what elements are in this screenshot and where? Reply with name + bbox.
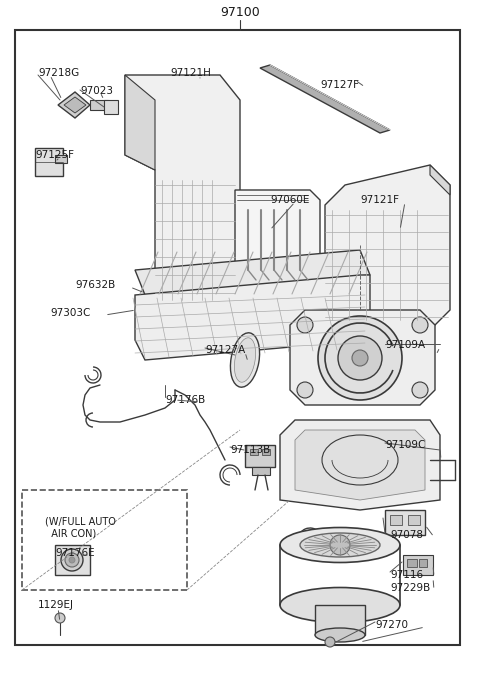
Bar [390,515,402,525]
Circle shape [325,637,335,647]
Text: 97229B: 97229B [390,583,430,593]
Ellipse shape [300,533,380,557]
Ellipse shape [234,338,255,382]
Polygon shape [125,75,240,330]
Polygon shape [125,75,155,170]
Text: 97121F: 97121F [360,195,399,205]
Text: 97303C: 97303C [50,308,90,318]
Polygon shape [135,250,370,295]
Circle shape [297,382,313,398]
Text: 97023: 97023 [80,86,113,96]
Polygon shape [295,430,425,500]
Bar [104,100,118,114]
Polygon shape [430,165,450,195]
Circle shape [338,336,382,380]
Ellipse shape [315,628,365,642]
Text: 97125F: 97125F [35,150,74,160]
Circle shape [69,557,75,563]
Text: 97109C: 97109C [385,440,425,450]
Bar [250,449,258,455]
Bar [408,515,420,525]
Polygon shape [64,97,86,113]
Text: 97176B: 97176B [165,395,205,405]
Polygon shape [235,190,320,320]
Polygon shape [135,295,145,340]
Text: (W/FULL AUTO
  AIR CON): (W/FULL AUTO AIR CON) [45,517,116,539]
Circle shape [65,553,79,567]
Text: 97078: 97078 [390,530,423,540]
Text: 97176E: 97176E [55,548,95,558]
Text: 97218G: 97218G [38,68,79,78]
Text: 97060E: 97060E [270,195,310,205]
Text: 1129EJ: 1129EJ [38,600,74,610]
Polygon shape [150,310,240,350]
Bar [262,449,270,455]
Bar [252,467,270,475]
Circle shape [352,350,368,366]
Text: 97632B: 97632B [75,280,115,290]
Bar [245,445,275,467]
Circle shape [61,549,83,571]
Polygon shape [325,165,450,350]
Bar [35,148,63,176]
Circle shape [330,535,350,555]
Polygon shape [290,310,435,405]
Circle shape [297,317,313,333]
Polygon shape [260,65,390,133]
Circle shape [412,317,428,333]
Polygon shape [58,92,90,118]
Circle shape [412,382,428,398]
Polygon shape [280,420,440,510]
Polygon shape [135,275,370,360]
Ellipse shape [230,333,260,387]
Bar [407,559,417,567]
Bar [55,545,90,575]
Text: 97270: 97270 [375,620,408,630]
Circle shape [318,316,402,400]
Text: 97100: 97100 [220,5,260,18]
Bar [22,490,187,590]
Bar [419,559,427,567]
Bar [385,510,425,535]
Ellipse shape [280,587,400,623]
Text: 97113B: 97113B [230,445,270,455]
Ellipse shape [280,527,400,562]
Text: 97127F: 97127F [320,80,359,90]
Bar [55,155,67,163]
Circle shape [55,613,65,623]
Text: 97127A: 97127A [205,345,245,355]
Bar [315,605,365,635]
Text: 97116: 97116 [390,570,423,580]
Bar [403,555,433,575]
Text: 97109A: 97109A [385,340,425,350]
Text: 97121H: 97121H [170,68,211,78]
Bar [90,100,108,110]
